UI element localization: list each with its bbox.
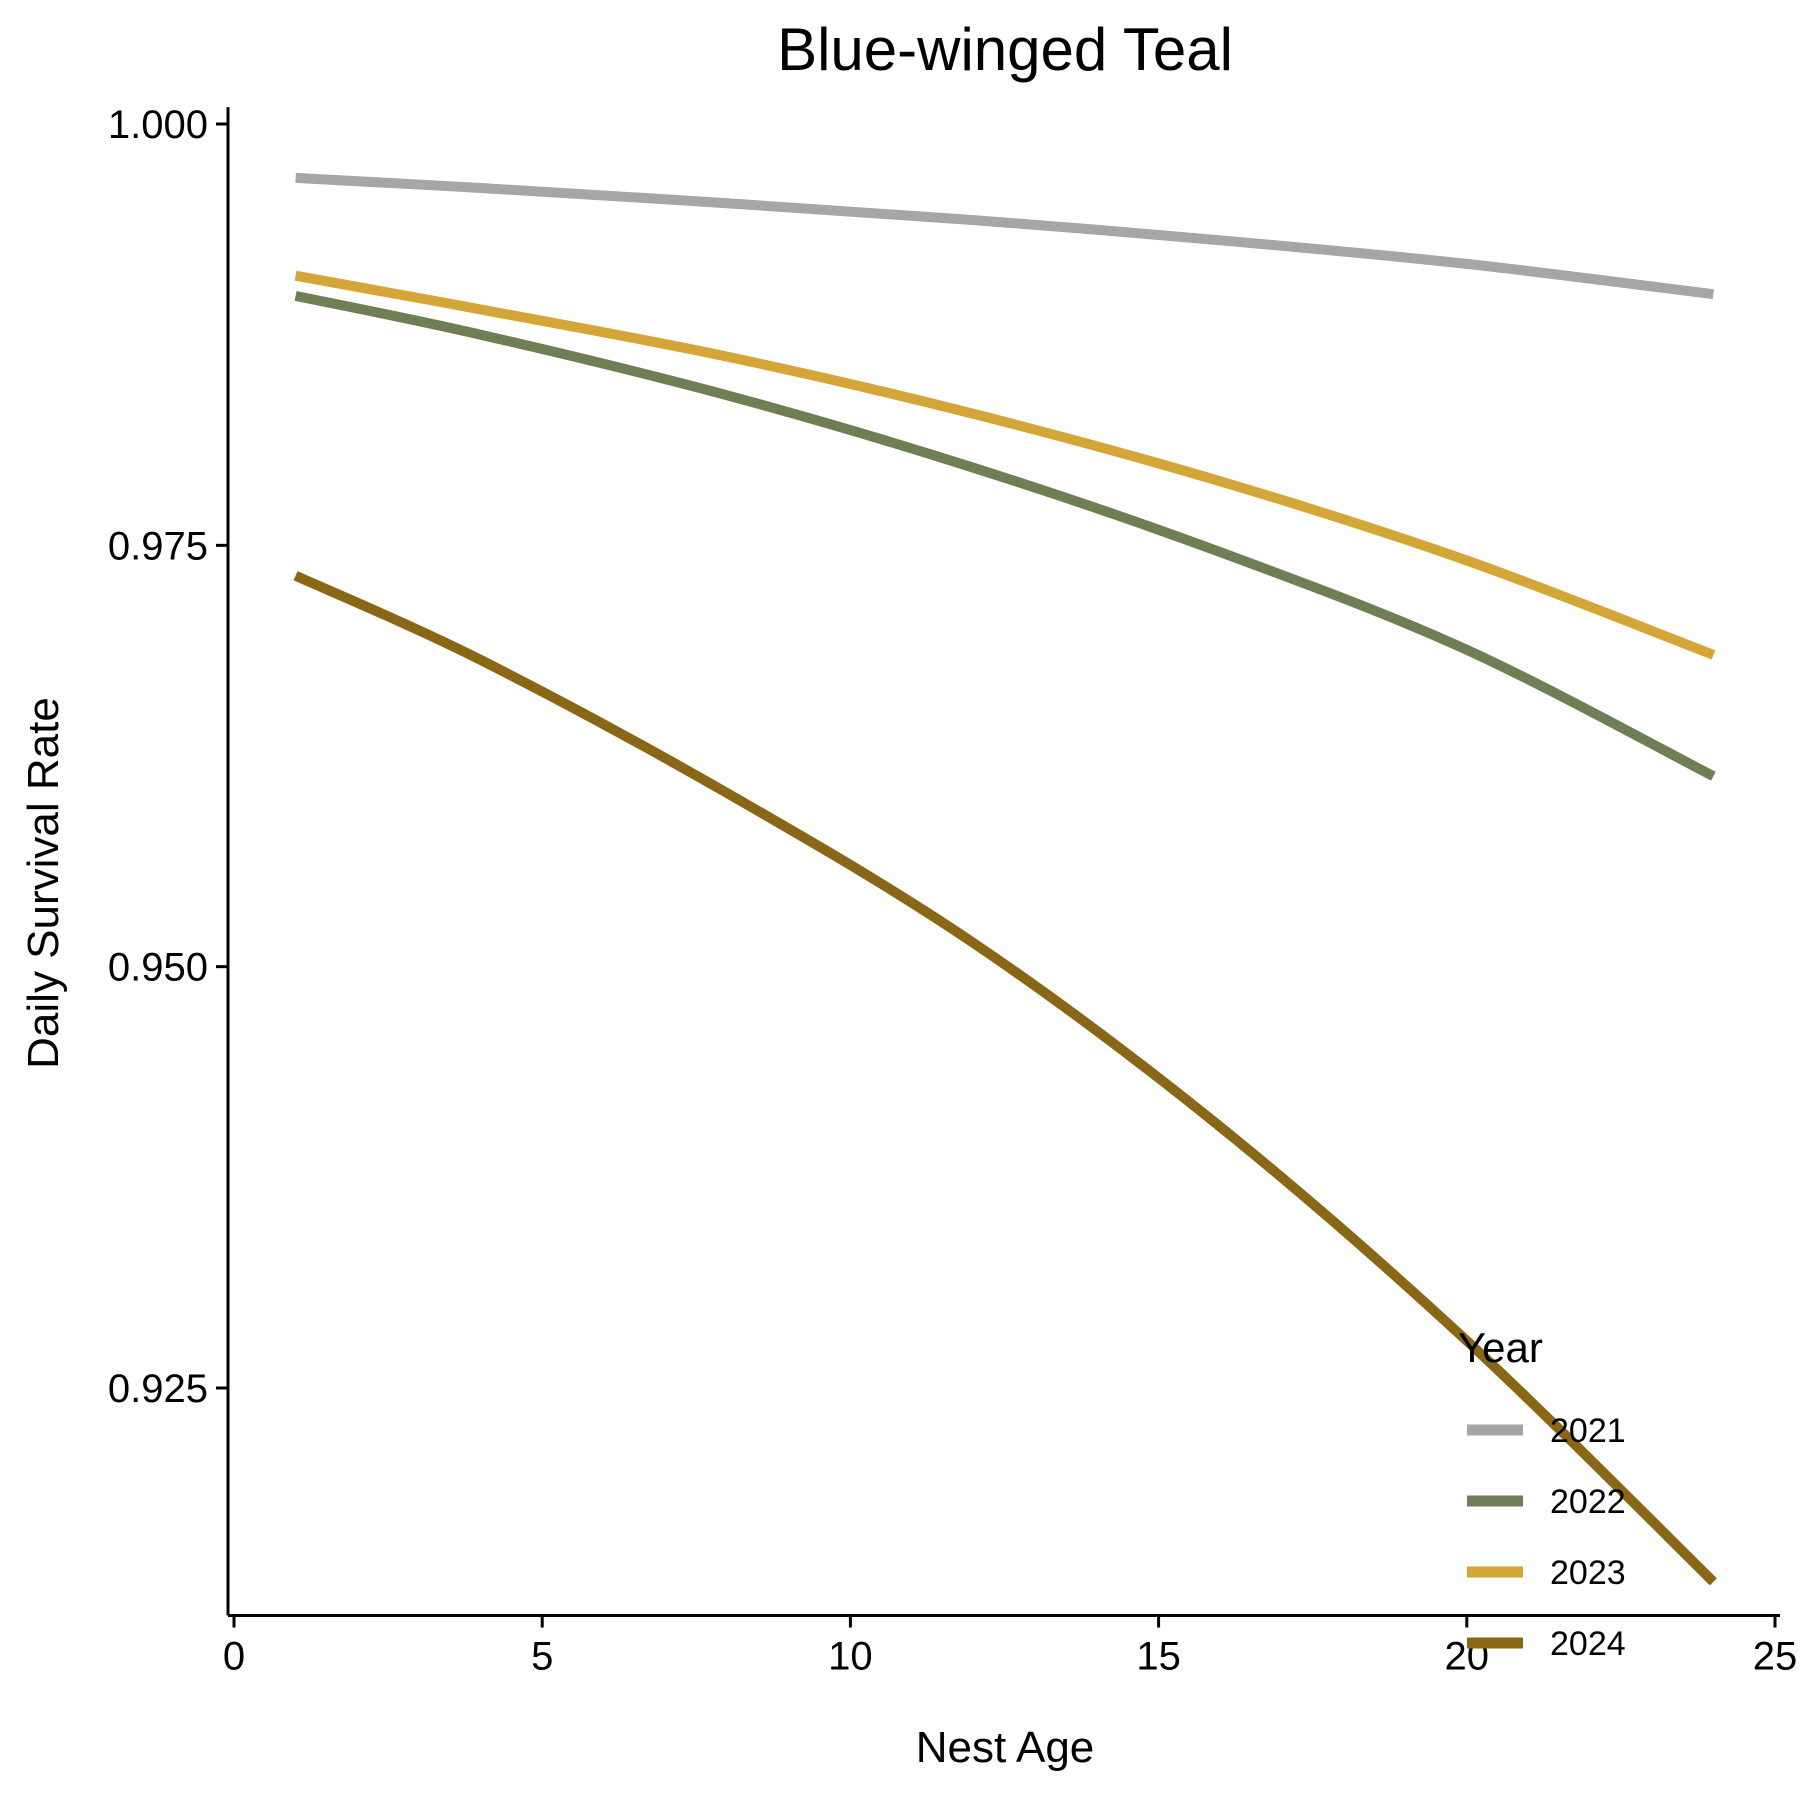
y-tick-label: 0.975 [108,524,208,568]
series-line-2023 [294,270,1716,660]
legend-title: Year [1458,1324,1543,1371]
legend-items: 2021 2022 2023 2024 [1467,1412,1626,1663]
y-tick-label: 1.000 [108,103,208,147]
x-tick-label: 5 [531,1635,553,1679]
series-line-2024 [293,571,1717,1586]
legend-label-2021: 2021 [1550,1412,1626,1450]
y-tick-label: 0.925 [108,1367,208,1411]
y-axis-title: Daily Survival Rate [19,697,68,1069]
y-axis-ticks: 0.925 0.950 0.975 1.000 [108,103,228,1411]
x-tick-label: 10 [828,1635,873,1679]
plot-area [293,172,1717,1586]
legend-label-2022: 2022 [1550,1483,1626,1521]
legend-label-2024: 2024 [1550,1625,1626,1663]
series-line-2021 [295,172,1715,300]
x-tick-label: 0 [223,1635,245,1679]
legend: Year 2021 2022 2023 2024 [1458,1324,1626,1663]
x-axis-ticks: 0 5 10 15 20 25 [223,1615,1798,1679]
y-tick-label: 0.950 [108,946,208,990]
series-line-2022 [294,291,1716,781]
chart-title: Blue-winged Teal [777,16,1233,83]
x-axis-title: Nest Age [916,1723,1095,1772]
x-tick-label: 25 [1753,1635,1798,1679]
legend-label-2023: 2023 [1550,1554,1626,1592]
x-tick-label: 15 [1136,1635,1181,1679]
